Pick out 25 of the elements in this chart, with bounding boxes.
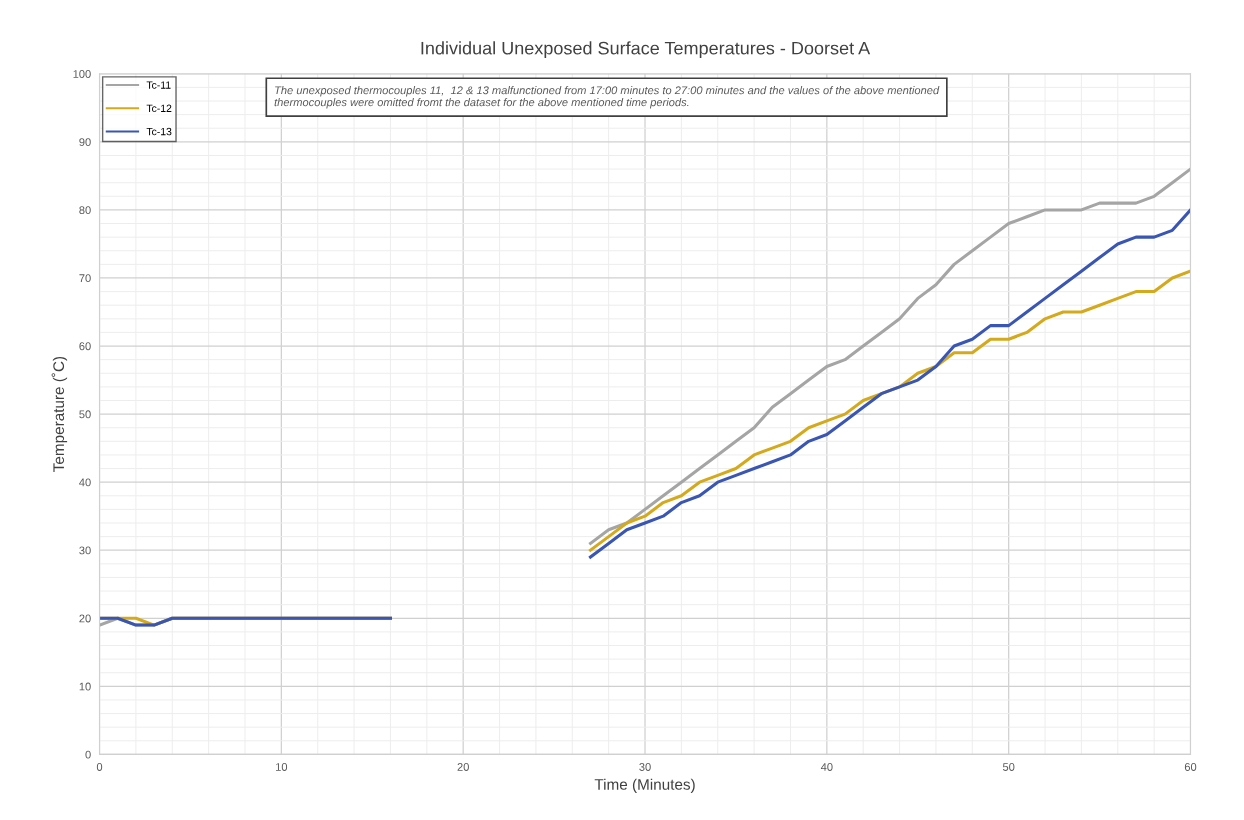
legend-label: Tc-12 [146,104,172,112]
x-tick-label: 0 [96,763,103,771]
y-tick-label: 10 [79,682,91,691]
y-axis-title: Temperature (˚C) [51,356,68,472]
x-tick-label: 20 [457,763,469,771]
y-tick-label: 90 [79,138,91,146]
x-tick-label: 10 [276,763,288,771]
legend-label: Tc-11 [146,81,171,89]
y-tick-label: 80 [79,206,91,215]
x-tick-label: 60 [1184,763,1197,771]
y-tick-label: 60 [79,342,91,351]
y-tick-label: 30 [79,546,91,555]
x-tick-label: 40 [820,763,833,771]
annotation: The unexposed thermocouples 11, 12 & 13 malfunctioned from 17:00 minutes to 27:00 minutes and the values of the above mentioned thermocouples were omitted fromt the dataset for the above mentioned time periods. [274,86,940,109]
y-tick-label: 40 [79,478,91,487]
y-tick-label: 100 [73,70,91,78]
legend-label: Tc-13 [146,127,172,136]
x-axis-title: Time (Minutes) [594,778,695,793]
chart-title: Individual Unexposed Surface Temperatures - Doorset A [421,41,871,59]
y-tick-label: 70 [79,274,91,283]
x-tick-label: 30 [639,763,651,771]
x-tick-label: 50 [1002,763,1015,771]
y-tick-label: 0 [85,750,91,759]
y-tick-label: 50 [79,410,91,419]
y-tick-label: 20 [79,614,91,623]
